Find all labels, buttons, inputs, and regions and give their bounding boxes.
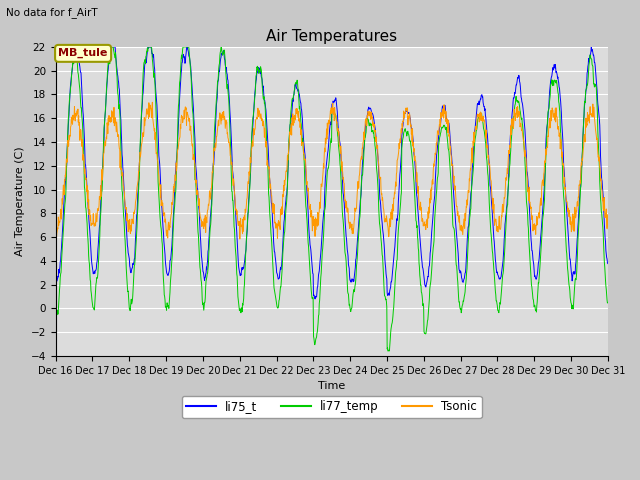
li75_t	[604, 261, 612, 266]
li75_t	[161, 259, 169, 265]
li77_temp	[175, 100, 182, 106]
Tsonic	[237, 224, 245, 229]
Line: li77_temp: li77_temp	[56, 47, 608, 351]
Tsonic	[604, 226, 612, 231]
li75_t	[237, 271, 244, 277]
Tsonic	[52, 237, 60, 242]
Tsonic	[148, 99, 156, 105]
li75_t	[490, 239, 498, 245]
Tsonic	[175, 137, 183, 143]
Line: Tsonic: Tsonic	[56, 102, 608, 240]
li75_t	[419, 260, 426, 266]
Tsonic	[539, 177, 547, 183]
X-axis label: Time: Time	[318, 381, 346, 391]
Text: No data for f_AirT: No data for f_AirT	[6, 7, 98, 18]
Tsonic	[162, 221, 170, 227]
Title: Air Temperatures: Air Temperatures	[266, 29, 397, 44]
Tsonic	[419, 218, 426, 224]
Line: li75_t: li75_t	[56, 47, 608, 299]
li77_temp	[107, 44, 115, 50]
li77_temp	[490, 271, 498, 277]
li75_t	[539, 203, 547, 209]
li75_t	[52, 266, 60, 272]
li75_t	[311, 296, 319, 302]
Text: MB_tule: MB_tule	[58, 48, 108, 59]
Legend: li75_t, li77_temp, Tsonic: li75_t, li77_temp, Tsonic	[182, 396, 482, 418]
li77_temp	[385, 348, 393, 354]
li75_t	[107, 44, 115, 50]
li77_temp	[52, 308, 60, 314]
Tsonic	[52, 231, 60, 237]
li77_temp	[419, 293, 426, 299]
li77_temp	[161, 304, 169, 310]
li77_temp	[237, 309, 244, 315]
li77_temp	[604, 300, 612, 306]
Y-axis label: Air Temperature (C): Air Temperature (C)	[15, 147, 25, 256]
Tsonic	[490, 214, 498, 219]
li75_t	[175, 113, 182, 119]
li77_temp	[539, 214, 547, 220]
